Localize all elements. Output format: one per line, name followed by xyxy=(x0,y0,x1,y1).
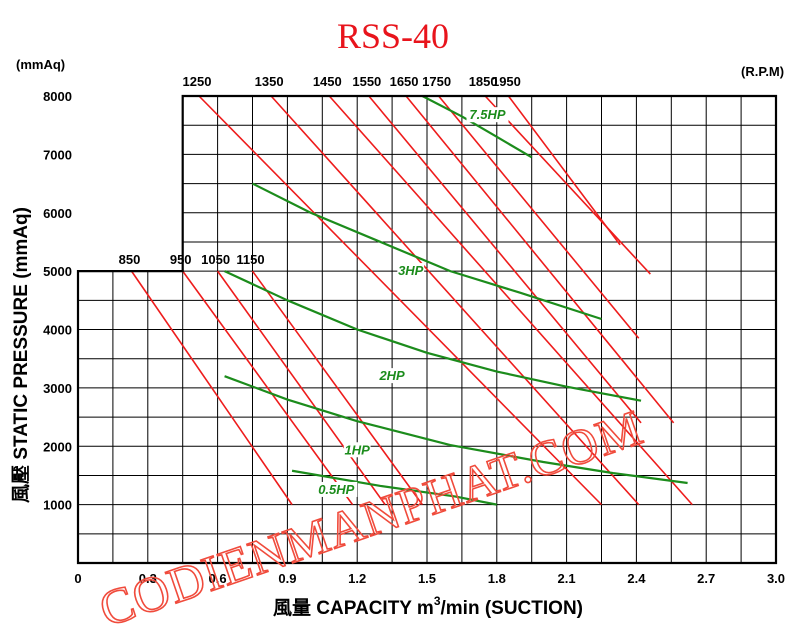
rpm-line-1150 xyxy=(251,270,423,506)
rpm-line-1050 xyxy=(216,270,386,506)
x-tick-label: 1.5 xyxy=(418,571,436,586)
rpm-label-1050: 1050 xyxy=(201,252,230,267)
hp-label-2HP: 2HP xyxy=(378,368,405,383)
x-tick-label: 0.3 xyxy=(139,571,157,586)
hp-line-3HP xyxy=(252,182,602,321)
rpm-line-1950 xyxy=(507,95,621,246)
hp-line-2HP xyxy=(224,270,642,402)
y-tick-label: 1000 xyxy=(43,498,72,513)
hp-label-7.5HP: 7.5HP xyxy=(469,107,505,122)
rpm-line-1250 xyxy=(198,95,603,506)
hp-label-bg xyxy=(397,263,425,279)
hp-line-0.5HP xyxy=(291,469,498,506)
x-tick-label: 2.1 xyxy=(558,571,576,586)
hp-labels: 0.5HP 1HP 2HP 3HP 7.5HP xyxy=(315,107,509,497)
rpm-line-950 xyxy=(182,270,354,506)
y-tick-label: 2000 xyxy=(43,439,72,454)
y-axis-tick-labels: 1000 2000 3000 4000 5000 6000 7000 8000 xyxy=(43,89,72,513)
hp-label-1HP: 1HP xyxy=(345,442,371,457)
rpm-line-850 xyxy=(130,270,293,506)
y-axis-title: 風壓 STATIC PRESSURE (mmAq) xyxy=(10,207,32,503)
rpm-label-1750: 1750 xyxy=(422,74,451,89)
y-tick-label: 8000 xyxy=(43,89,72,104)
rpm-label-1850: 1850 xyxy=(469,74,498,89)
y-tick-label: 5000 xyxy=(43,264,72,279)
hp-label-bg xyxy=(343,442,371,458)
rpm-label-950: 950 xyxy=(170,252,192,267)
x-tick-label: 0.6 xyxy=(209,571,227,586)
rpm-line-1450 xyxy=(328,95,693,506)
rpm-line-1750 xyxy=(438,95,640,339)
rpm-label-850: 850 xyxy=(119,252,141,267)
rpm-line-1650 xyxy=(405,95,675,424)
rpm-labels: 850 950 1050 1150 1250 1350 1450 1550 1650 1750 18… xyxy=(119,74,521,267)
x-axis-title: 風量 CAPACITY m3/min (SUCTION) xyxy=(273,594,583,619)
rpm-label-1150: 1150 xyxy=(236,252,264,267)
hp-line-1HP xyxy=(224,375,688,485)
y-tick-label: 4000 xyxy=(43,323,72,338)
x-tick-label: 3.0 xyxy=(767,571,785,586)
x-tick-label: 1.2 xyxy=(348,571,366,586)
hp-label-0.5HP: 0.5HP xyxy=(318,482,354,497)
rpm-curves xyxy=(130,95,693,506)
rpm-label-1650: 1650 xyxy=(390,74,419,89)
rpm-label-1950: 1950 xyxy=(492,74,521,89)
chart-title: RSS-40 xyxy=(337,16,449,56)
horsepower-curves xyxy=(224,95,688,506)
x-tick-label: 0 xyxy=(74,571,81,586)
x-tick-label: 1.8 xyxy=(488,571,506,586)
plot-outline xyxy=(76,94,778,565)
x-tick-label: 2.7 xyxy=(697,571,715,586)
y-tick-label: 6000 xyxy=(43,206,72,221)
rpm-label-1350: 1350 xyxy=(255,74,284,89)
hp-label-bg xyxy=(378,368,406,384)
rpm-unit-label: (R.P.M) xyxy=(741,64,784,79)
plot-frame xyxy=(76,94,778,565)
hp-label-bg xyxy=(315,481,358,497)
rpm-label-1550: 1550 xyxy=(352,74,381,89)
rpm-line-1350 xyxy=(270,95,640,506)
rpm-line-1850 xyxy=(484,95,651,275)
rpm-label-1450: 1450 xyxy=(313,74,342,89)
y-tick-label: 3000 xyxy=(43,381,72,396)
y-unit-label: (mmAq) xyxy=(16,57,65,72)
hp-label-bg xyxy=(466,107,509,123)
rpm-line-1550 xyxy=(368,95,642,424)
x-tick-label: 0.9 xyxy=(278,571,296,586)
y-tick-label: 7000 xyxy=(43,147,72,162)
x-axis-tick-labels: 0 0.3 0.6 0.9 1.2 1.5 1.8 2.1 2.4 2.7 3.0 xyxy=(74,571,785,586)
x-tick-label: 2.4 xyxy=(627,571,646,586)
hp-line-7.5HP xyxy=(421,95,533,159)
hp-label-3HP: 3HP xyxy=(398,263,424,278)
grid xyxy=(78,96,776,563)
rpm-label-1250: 1250 xyxy=(183,74,212,89)
